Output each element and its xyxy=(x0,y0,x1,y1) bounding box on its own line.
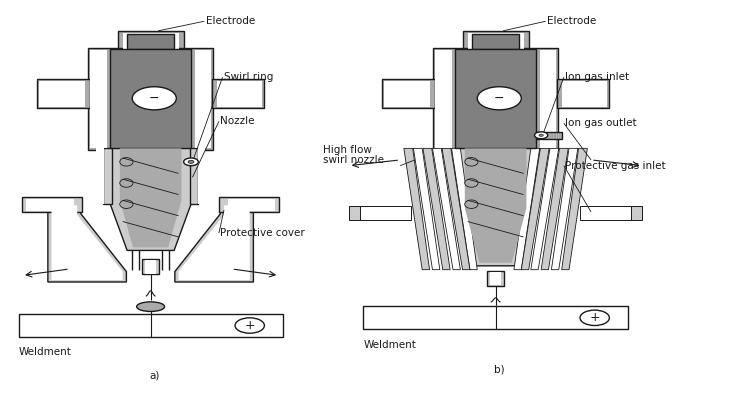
Bar xyxy=(472,34,519,50)
Text: swirl nozzle: swirl nozzle xyxy=(323,155,384,165)
Polygon shape xyxy=(413,148,440,270)
Text: Protective gas inlet: Protective gas inlet xyxy=(565,161,666,171)
Polygon shape xyxy=(562,148,587,270)
Bar xyxy=(39,81,85,107)
Circle shape xyxy=(188,160,194,163)
Bar xyxy=(363,306,628,329)
Text: High flow: High flow xyxy=(323,145,372,155)
Text: Electrode: Electrode xyxy=(206,16,255,26)
Polygon shape xyxy=(465,148,527,263)
Circle shape xyxy=(133,87,176,110)
Bar xyxy=(145,260,157,274)
Bar xyxy=(195,50,210,148)
Bar xyxy=(433,48,558,150)
Bar xyxy=(97,148,103,204)
Text: Electrode: Electrode xyxy=(547,16,596,26)
Circle shape xyxy=(235,318,264,333)
Polygon shape xyxy=(404,148,430,270)
Bar xyxy=(189,148,198,204)
Bar xyxy=(463,31,529,52)
Text: Ion gas inlet: Ion gas inlet xyxy=(565,72,629,82)
Circle shape xyxy=(184,158,198,166)
Polygon shape xyxy=(531,148,559,270)
Polygon shape xyxy=(432,148,461,270)
Bar xyxy=(591,206,643,220)
Polygon shape xyxy=(521,148,549,270)
Bar xyxy=(562,81,607,107)
Bar xyxy=(487,271,504,286)
Text: Weldment: Weldment xyxy=(363,340,416,350)
Bar xyxy=(467,33,524,50)
Bar xyxy=(557,79,610,108)
Polygon shape xyxy=(541,148,568,270)
Bar xyxy=(25,199,73,211)
Bar xyxy=(88,48,213,150)
Bar xyxy=(142,259,160,274)
Polygon shape xyxy=(48,204,127,282)
Bar xyxy=(91,50,106,148)
Bar xyxy=(455,49,536,148)
Text: a): a) xyxy=(149,371,160,380)
Text: Nozzle: Nozzle xyxy=(220,116,255,127)
Polygon shape xyxy=(423,148,450,270)
Text: −: − xyxy=(494,92,505,105)
Bar xyxy=(22,197,82,212)
Polygon shape xyxy=(442,148,470,270)
Text: +: + xyxy=(589,311,600,324)
Bar xyxy=(490,272,502,285)
Bar xyxy=(228,199,276,211)
Bar xyxy=(580,206,631,220)
Circle shape xyxy=(477,87,521,110)
Bar xyxy=(216,81,262,107)
Bar xyxy=(219,197,279,212)
Polygon shape xyxy=(120,148,181,247)
Polygon shape xyxy=(551,148,577,270)
Bar xyxy=(382,79,434,108)
Bar xyxy=(118,31,184,52)
Bar xyxy=(540,50,556,148)
Bar xyxy=(435,50,452,148)
Bar xyxy=(123,33,178,50)
Bar xyxy=(103,148,112,204)
Text: Weldment: Weldment xyxy=(19,347,71,357)
Bar xyxy=(384,81,429,107)
Polygon shape xyxy=(110,148,191,250)
Bar xyxy=(110,49,191,148)
Text: Protective cover: Protective cover xyxy=(220,228,305,238)
Polygon shape xyxy=(178,206,249,280)
Bar xyxy=(19,314,282,337)
Polygon shape xyxy=(175,204,253,282)
Bar xyxy=(127,34,174,50)
Text: +: + xyxy=(244,319,255,332)
Text: Ion gas outlet: Ion gas outlet xyxy=(565,118,637,129)
Text: −: − xyxy=(149,92,160,105)
Circle shape xyxy=(539,134,543,136)
Bar xyxy=(536,132,562,139)
Ellipse shape xyxy=(136,302,165,312)
Circle shape xyxy=(535,132,548,139)
Bar xyxy=(198,148,205,204)
Polygon shape xyxy=(455,148,536,266)
Circle shape xyxy=(580,310,610,325)
Polygon shape xyxy=(52,206,123,280)
Bar xyxy=(349,206,400,220)
Text: Swirl ring: Swirl ring xyxy=(224,72,273,82)
Bar xyxy=(211,79,264,108)
Bar xyxy=(360,206,411,220)
Bar xyxy=(37,79,90,108)
Polygon shape xyxy=(514,148,540,270)
Text: b): b) xyxy=(494,365,505,375)
Polygon shape xyxy=(452,148,477,270)
